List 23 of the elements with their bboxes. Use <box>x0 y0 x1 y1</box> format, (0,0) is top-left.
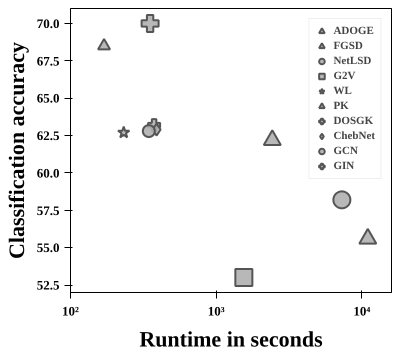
y-tick-label: 55.0 <box>36 240 60 256</box>
x-tick-label: 10³ <box>208 304 225 318</box>
legend-label: PK <box>333 100 350 112</box>
y-tick-label: 67.5 <box>36 53 60 68</box>
legend-label: WL <box>333 85 353 97</box>
legend-label: NetLSD <box>333 55 372 67</box>
legend-label: GIN <box>333 160 354 172</box>
legend-label: ADOGE <box>333 25 374 37</box>
y-tick-label: 65.0 <box>36 90 60 106</box>
legend-label: GCN <box>333 145 358 157</box>
x-tick-label: 10⁴ <box>353 304 370 318</box>
legend-label: G2V <box>333 70 356 82</box>
y-tick-label: 57.5 <box>36 202 60 218</box>
x-axis-title: Runtime in seconds <box>139 326 324 352</box>
y-tick-label: 70.0 <box>36 16 60 31</box>
y-tick-label: 60.0 <box>36 165 60 180</box>
x-tick-label: 10² <box>62 304 80 318</box>
y-tick-label: 52.5 <box>36 278 60 293</box>
legend-label: DOSGK <box>333 115 374 127</box>
y-tick-label: 62.5 <box>36 128 60 144</box>
legend-label: FGSD <box>333 40 363 52</box>
legend-label: ChebNet <box>333 130 375 142</box>
y-axis-title: Classification accuracy <box>4 42 29 259</box>
